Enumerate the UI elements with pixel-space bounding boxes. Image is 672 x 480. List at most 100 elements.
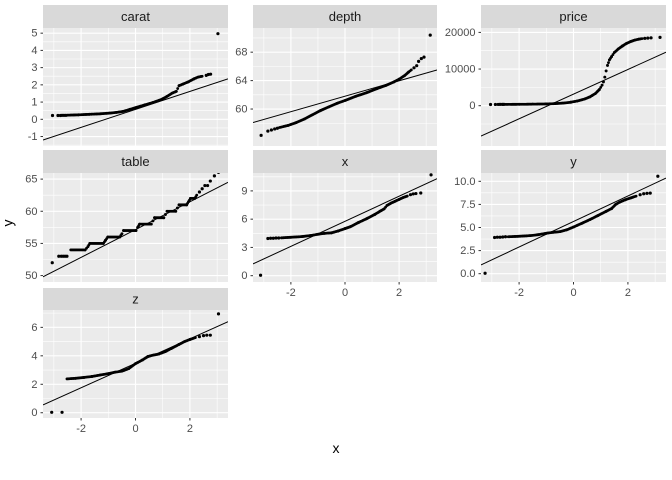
qq-reference-line — [481, 177, 666, 266]
x-axis-title: x — [332, 440, 340, 456]
y-tick-label: 60 — [25, 206, 37, 218]
x-tick-label: 2 — [187, 423, 193, 435]
qq-outlier-points — [258, 173, 433, 277]
qq-point-band — [69, 193, 199, 252]
y-tick-label: 0 — [31, 407, 37, 419]
y-tick-label: 0.0 — [460, 268, 475, 280]
x-tick-label: 2 — [396, 287, 402, 299]
qq-reference-line — [253, 178, 437, 265]
y-tick-label: 64 — [235, 75, 247, 87]
facet-strip-label: z — [132, 292, 139, 307]
y-tick-label: 2 — [31, 379, 37, 391]
facet-y: 10.0 7.5 5.0 2.5 0.0 -2 0 2 y — [454, 150, 666, 299]
x-tick-label: 0 — [132, 423, 138, 435]
y-axis: 65 60 55 50 — [25, 174, 43, 282]
y-tick-label: 4 — [31, 350, 37, 362]
gridlines — [43, 173, 228, 282]
y-tick-label: 2.5 — [460, 245, 475, 257]
qq-outlier-points — [488, 35, 662, 107]
facet-strip — [481, 150, 666, 173]
qq-point-band — [504, 37, 644, 106]
qq-point-band — [66, 74, 204, 117]
data-layer — [43, 312, 228, 414]
gridlines — [43, 310, 228, 418]
qq-point-band — [278, 68, 413, 129]
gridlines — [253, 173, 437, 282]
y-tick-label: 7.5 — [460, 199, 475, 211]
y-axis: 10.0 7.5 5.0 2.5 0.0 — [454, 176, 481, 280]
facet-strip — [253, 150, 437, 173]
y-tick-label: 3 — [241, 242, 247, 254]
qq-point-band — [280, 194, 409, 240]
x-axis: -2 0 2 — [76, 418, 193, 435]
facet-strip — [43, 5, 228, 28]
x-tick-label: -2 — [514, 287, 524, 299]
qq-reference-line — [43, 78, 228, 141]
y-axis: 20000 10000 0 — [445, 27, 481, 112]
y-tick-label: 10000 — [445, 64, 476, 76]
x-axis: -2 0 2 — [514, 282, 631, 299]
y-tick-label: 5 — [31, 28, 37, 40]
x-tick-label: 2 — [625, 287, 631, 299]
facet-strip-label: depth — [329, 9, 362, 24]
y-tick-label: 10.0 — [454, 176, 475, 188]
facet-strip — [43, 288, 228, 310]
y-tick-label: 65 — [25, 174, 37, 186]
x-tick-label: 0 — [342, 287, 348, 299]
facet-price: 20000 10000 0 price — [445, 5, 666, 146]
facet-strip-label: y — [570, 154, 577, 169]
facet-strip — [43, 150, 228, 173]
qq-outlier-points — [50, 32, 220, 118]
facet-x: 9 6 3 0 -2 0 2 x — [241, 150, 437, 299]
y-tick-label: 0 — [241, 270, 247, 282]
data-layer — [253, 173, 437, 277]
y-tick-label: 0 — [469, 100, 475, 112]
y-tick-label: 68 — [235, 47, 247, 59]
data-layer — [43, 32, 228, 141]
y-axis: 9 6 3 0 — [241, 185, 253, 282]
qq-outlier-points — [259, 33, 432, 137]
facet-strip-label: carat — [121, 9, 150, 24]
facet-z: 6 4 2 0 -2 0 2 z — [31, 288, 228, 435]
y-tick-label: 5.0 — [460, 222, 475, 234]
y-tick-label: 9 — [241, 185, 247, 197]
y-axis: 5 4 3 2 1 0 -1 — [28, 28, 43, 143]
qq-outlier-points — [483, 174, 660, 275]
facet-carat: 5 4 3 2 1 0 -1 carat — [28, 5, 228, 146]
y-tick-label: 0 — [31, 114, 37, 126]
y-tick-label: 60 — [235, 104, 247, 116]
y-tick-label: 6 — [31, 322, 37, 334]
data-layer — [253, 33, 437, 137]
facet-strip-label: table — [121, 154, 149, 169]
x-axis: -2 0 2 — [286, 282, 402, 299]
y-tick-label: 20000 — [445, 27, 476, 39]
facet-strip — [253, 5, 437, 28]
x-tick-label: 0 — [570, 287, 576, 299]
facet-strip — [481, 5, 666, 28]
y-tick-label: 4 — [31, 45, 37, 57]
data-layer — [481, 174, 666, 275]
gridlines — [481, 28, 666, 146]
y-axis: 68 64 60 — [235, 47, 253, 116]
facet-table: 65 60 55 50 table — [25, 150, 228, 282]
qq-point-band — [506, 194, 638, 239]
y-axis: 6 4 2 0 — [31, 322, 43, 419]
qq-reference-line — [481, 51, 666, 137]
facet-depth: 68 64 60 depth — [235, 5, 437, 146]
data-layer — [43, 173, 228, 278]
x-tick-label: -2 — [286, 287, 296, 299]
y-tick-label: 1 — [31, 97, 37, 109]
qq-outlier-points — [50, 312, 221, 414]
x-tick-label: -2 — [76, 423, 86, 435]
y-tick-label: -1 — [28, 131, 38, 143]
y-tick-label: 2 — [31, 79, 37, 91]
facet-strip-label: price — [559, 9, 587, 24]
y-axis-title: y — [0, 219, 16, 227]
facet-strip-label: x — [342, 154, 349, 169]
y-tick-label: 6 — [241, 214, 247, 226]
data-layer — [481, 35, 666, 137]
gridlines — [253, 28, 437, 146]
gridlines — [43, 28, 228, 146]
